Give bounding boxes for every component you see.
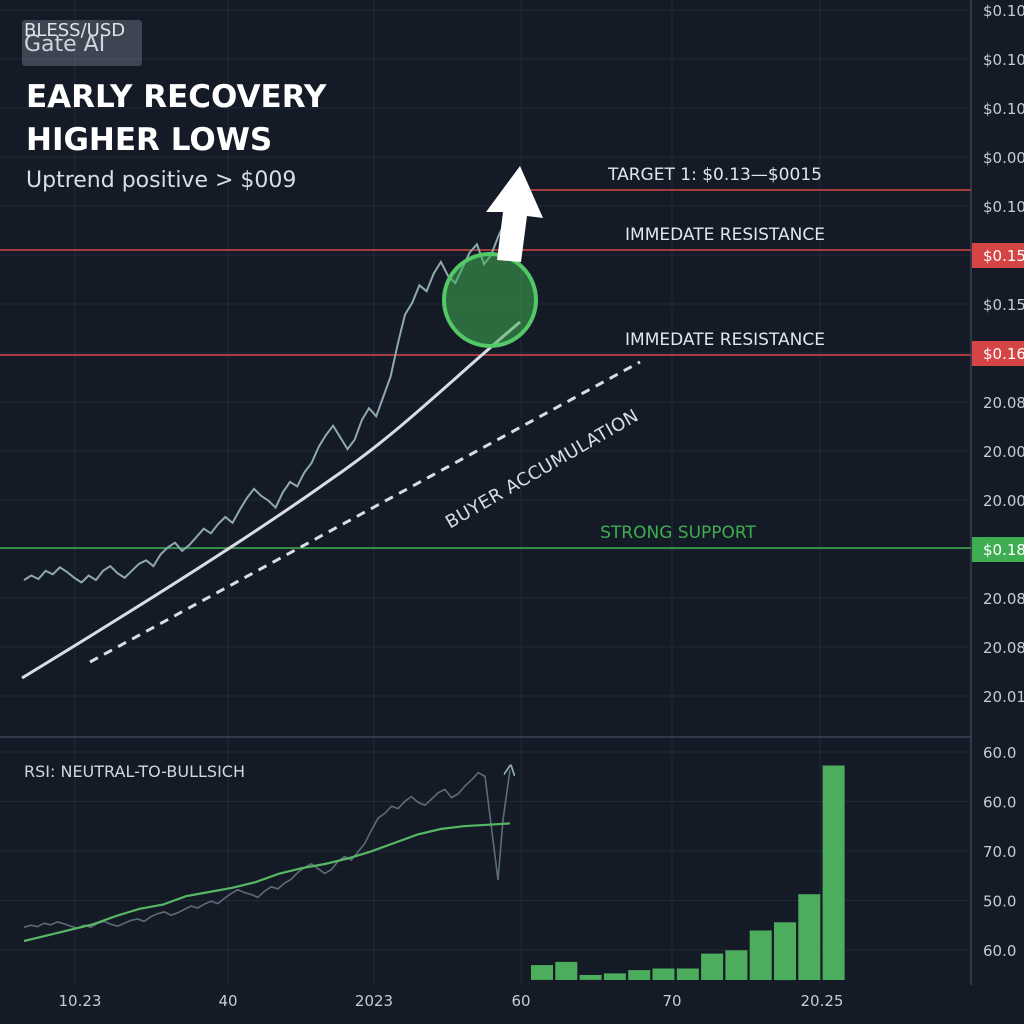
annotation-buyer-accumulation: BUYER ACCUMULATION <box>442 405 643 533</box>
volume-bar <box>603 973 626 980</box>
y-tick-label: $0.10 <box>983 100 1024 118</box>
y-tick-label: $0.16 <box>983 345 1024 363</box>
accumulation-trendline <box>89 360 641 664</box>
y-tick-label: $0.15 <box>983 247 1024 265</box>
y-tick-label: $0.10 <box>983 198 1024 216</box>
y-tick-badge-support <box>972 537 1024 562</box>
y-axis: $0.10 $0.10 $0.10 $0.00 $0.10 $0.15 $0.15 $0.16… <box>972 2 1024 706</box>
x-tick-label: 2023 <box>355 992 393 1010</box>
headline-line-2: HIGHER LOWS <box>26 122 273 158</box>
level-label-support: STRONG SUPPORT <box>600 523 756 543</box>
rsi-y-axis: 60.0 60.0 70.0 50.0 60.0 <box>983 744 1016 960</box>
rsi-smooth-line <box>23 822 511 943</box>
rsi-y-tick-label: 60.0 <box>983 744 1016 762</box>
rsi-title: RSI: NEUTRAL-TO-BULLSICH <box>24 762 245 781</box>
y-tick-label: 20.01 <box>983 688 1024 706</box>
volume-bar <box>676 968 699 980</box>
level-label-resistance: IMMEDATE RESISTANCE <box>625 330 825 350</box>
volume-bar <box>531 965 553 980</box>
volume-bar <box>774 922 796 981</box>
volume-bar <box>652 968 675 980</box>
volume-bar <box>798 894 821 980</box>
y-tick-label: $0.00 <box>983 149 1024 167</box>
trend-curve <box>21 320 521 680</box>
headline-subtitle: Uptrend positive > $009 <box>26 168 297 193</box>
volume-bar <box>579 975 602 980</box>
volume-bar <box>628 970 651 980</box>
headline-line-1: EARLY RECOVERY <box>26 79 327 115</box>
x-tick-label: 70 <box>662 992 681 1010</box>
rsi-y-tick-label: 70.0 <box>983 843 1016 861</box>
volume-bar <box>749 930 772 980</box>
y-tick-label: $0.10 <box>983 2 1024 20</box>
rsi-y-tick-label: 50.0 <box>983 893 1016 911</box>
rsi-line <box>23 770 510 929</box>
rsi-y-tick-label: 60.0 <box>983 794 1016 812</box>
y-tick-badge-resistance <box>972 243 1024 268</box>
watermark-badge <box>22 20 142 66</box>
x-tick-label: 10.23 <box>59 992 102 1010</box>
grid-lines <box>0 0 972 985</box>
y-tick-label: $0.10 <box>983 51 1024 69</box>
headline: EARLY RECOVERY HIGHER LOWS <box>26 76 326 162</box>
volume-bar <box>725 950 748 980</box>
highlight-circle <box>442 252 538 348</box>
y-tick-label: 20.08 <box>983 590 1024 608</box>
x-axis: 10.23 40 2023 60 70 20.25 <box>59 992 844 1010</box>
y-tick-label: $0.15 <box>983 296 1024 314</box>
watermark-brand: Gate AI <box>24 32 106 57</box>
level-label-resistance: IMMEDATE RESISTANCE <box>625 225 825 245</box>
x-tick-label: 60 <box>511 992 530 1010</box>
up-arrow-icon <box>486 166 543 262</box>
y-tick-badge-resistance <box>972 341 1024 366</box>
volume-bar <box>701 953 724 980</box>
y-tick-label: 20.08 <box>983 639 1024 657</box>
watermark-pair: BLESS/USD <box>24 20 126 41</box>
y-tick-label: 20.00 <box>983 492 1024 510</box>
y-tick-label: 20.00 <box>983 443 1024 461</box>
volume-bars <box>531 765 845 981</box>
volume-bar <box>555 961 578 980</box>
rsi-y-tick-label: 60.0 <box>983 942 1016 960</box>
level-label-target: TARGET 1: $0.13—$0015 <box>607 165 822 185</box>
y-tick-label: 20.08 <box>983 394 1024 412</box>
x-tick-label: 20.25 <box>801 992 844 1010</box>
level-lines: TARGET 1: $0.13—$0015 IMMEDATE RESISTANCE… <box>0 165 971 549</box>
x-tick-label: 40 <box>218 992 237 1010</box>
y-tick-label: $0.18 <box>983 541 1024 559</box>
volume-bar <box>822 765 845 980</box>
price-line <box>23 201 521 584</box>
